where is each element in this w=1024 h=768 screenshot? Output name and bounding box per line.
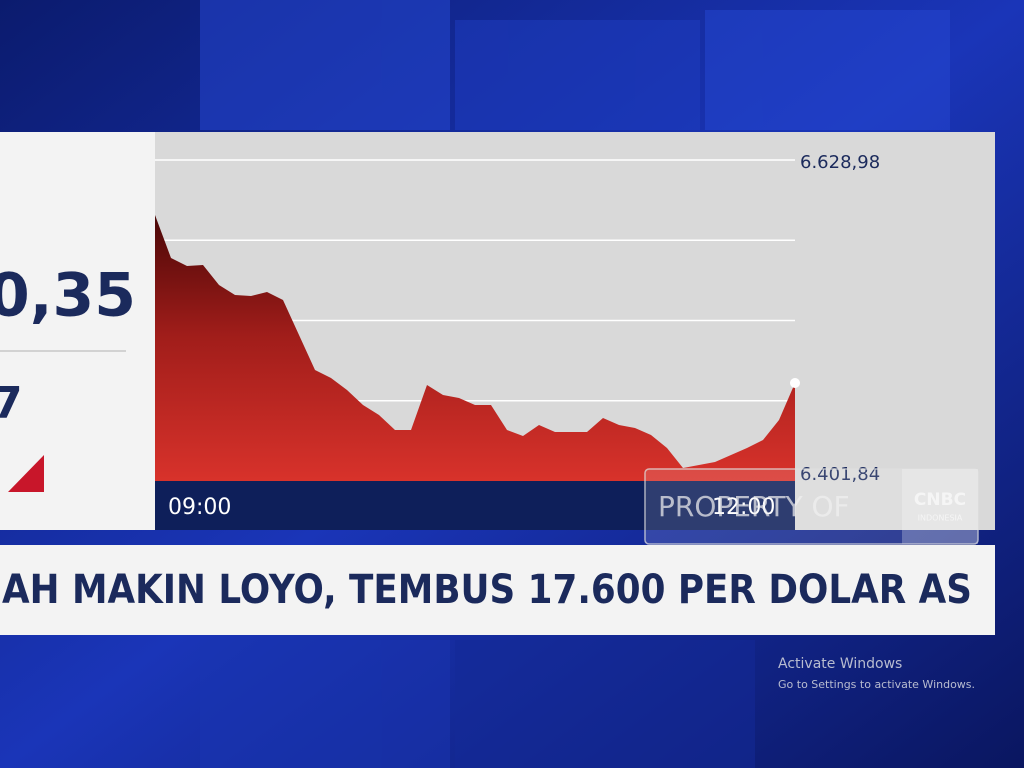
- change-arrow: [8, 455, 44, 492]
- background-cubes: [200, 0, 950, 768]
- headline-bar: [0, 545, 995, 635]
- watermark-text: PROPERTY OF: [658, 490, 850, 523]
- os-notice-subtitle: Go to Settings to activate Windows.: [778, 678, 975, 691]
- watermark-box: [644, 468, 979, 545]
- headline: AH MAKIN LOYO, TEMBUS 17.600 PER DOLAR A…: [2, 567, 972, 613]
- logo-box: [902, 469, 978, 544]
- x-tick-label: 12:00: [712, 495, 775, 520]
- x-tick-label: 09:00: [168, 495, 231, 520]
- os-notice-title: Activate Windows: [778, 656, 902, 672]
- watermark: PROPERTY OF CNBC INDONESIA: [644, 468, 979, 545]
- end-point: [790, 377, 800, 388]
- y-tick-label: 6.628,98: [800, 152, 880, 173]
- logo: CNBC: [914, 490, 966, 510]
- area: [155, 215, 795, 481]
- logo-sub: INDONESIA: [918, 514, 963, 523]
- index-change: 7: [0, 378, 23, 429]
- index-value: 0,35: [0, 261, 136, 331]
- left-panel: [0, 132, 155, 530]
- x-axis-bar: [155, 481, 795, 530]
